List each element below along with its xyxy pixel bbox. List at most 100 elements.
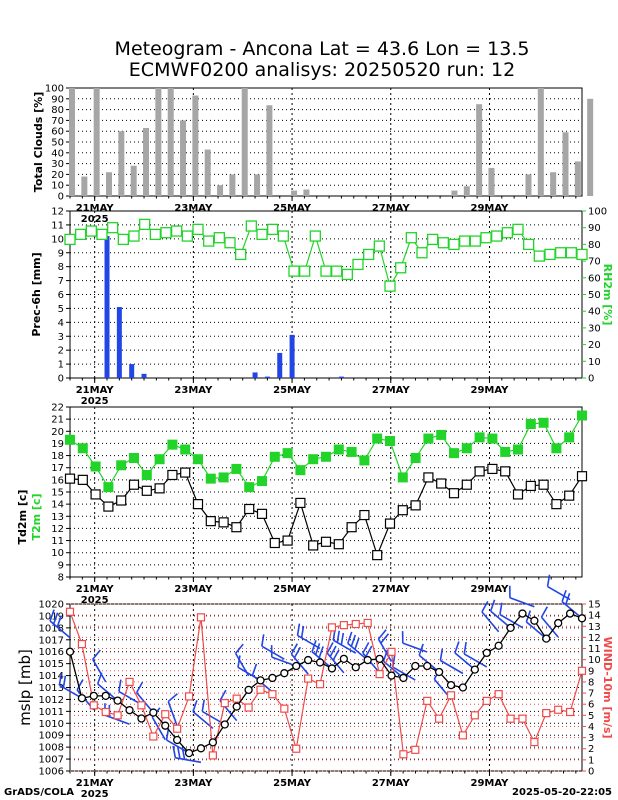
wind-barb-feather	[336, 630, 341, 643]
wind-barb-feather	[499, 602, 503, 615]
wind-barb-feather	[176, 746, 181, 759]
wind-speed-marker	[482, 696, 491, 705]
rh-ytick-right-label: 40	[588, 307, 601, 318]
temp-ytick-label: 19	[51, 439, 64, 450]
wind-speed-marker	[399, 750, 408, 759]
clouds-year-label: 2025	[81, 214, 109, 225]
td2m-marker	[372, 550, 383, 561]
wind-barb-feather	[293, 646, 301, 659]
mslp-marker	[173, 735, 182, 745]
mslp-marker	[434, 667, 444, 677]
press-ytick-label: 1008	[39, 743, 64, 754]
rh-marker	[85, 225, 97, 237]
wind-ytick-right-label: 11	[588, 644, 601, 655]
wind-barb-feather	[525, 610, 532, 623]
precip-ytick-label: 4	[58, 318, 64, 329]
rh-marker	[448, 238, 460, 251]
t2m-marker	[333, 444, 344, 455]
wind-ytick-right-label: 6	[588, 700, 594, 711]
wind-barb-feather	[365, 645, 373, 657]
wind-barb-staff	[540, 616, 559, 638]
rh-marker	[501, 227, 513, 239]
wind-barb-staff	[402, 642, 428, 653]
rh-marker	[64, 233, 76, 246]
wind-speed-marker	[542, 709, 551, 718]
wind-barb-feather	[454, 641, 460, 654]
wind-speed-marker	[363, 618, 372, 628]
mslp-marker	[101, 691, 110, 700]
rh-ytick-right-label: 90	[588, 223, 601, 234]
mslp-marker	[565, 609, 575, 618]
cloud-bar	[155, 88, 162, 196]
td2m-marker	[333, 539, 344, 550]
td2m-marker	[538, 479, 549, 490]
wind-speed-marker	[494, 690, 503, 699]
precip-ytick-label: 0	[58, 374, 64, 385]
wind-barb-feather	[92, 649, 101, 660]
rh-marker	[139, 218, 151, 231]
clouds-ylabel: Total Clouds [%]	[32, 92, 45, 192]
mslp-line	[69, 612, 583, 754]
t2m-marker	[205, 473, 216, 484]
rh-marker	[491, 230, 503, 242]
wind-barb-feather	[564, 593, 571, 605]
wind-barb-feather	[290, 643, 298, 655]
cloud-bar	[81, 176, 88, 196]
wind-speed-marker	[351, 619, 360, 629]
rh-marker	[523, 238, 535, 251]
wind-barb-feather	[96, 672, 103, 685]
t2m-marker	[90, 461, 101, 472]
wind-barb-feather	[380, 633, 390, 644]
rh-ytick-right-label: 100	[588, 207, 607, 218]
precip-ytick-label: 9	[58, 248, 64, 259]
mslp-marker	[577, 614, 587, 623]
cloud-bar	[488, 167, 495, 196]
rh-marker	[405, 232, 417, 244]
press-xtick-label: 23MAY	[174, 778, 213, 789]
temp-ytick-label: 15	[51, 488, 64, 499]
temp-ytick-label: 9	[58, 560, 64, 571]
cloud-bar	[93, 88, 100, 196]
td2m-marker	[461, 479, 472, 490]
wind-speed-marker	[315, 680, 325, 689]
temp-ytick-label: 8	[58, 573, 64, 584]
mslp-marker	[244, 685, 253, 695]
wind-speed-marker	[446, 691, 456, 700]
td2m-marker	[500, 466, 511, 477]
wind-barb-feather	[49, 609, 55, 622]
t2m-marker	[154, 454, 165, 465]
wind-barb-feather	[340, 632, 345, 646]
mslp-marker	[89, 691, 98, 700]
rh-marker	[331, 265, 343, 277]
temp-ytick-label: 18	[51, 451, 64, 462]
precip-ytick-label: 6	[58, 290, 64, 301]
wind-speed-marker	[387, 647, 396, 656]
t2m-marker	[359, 455, 370, 466]
cloud-bar	[204, 149, 211, 196]
wind-barb-feather	[382, 649, 389, 662]
precip-bar	[264, 376, 270, 378]
wind-barb-feather	[489, 599, 496, 612]
precip-ytick-label: 8	[58, 262, 64, 273]
wind-barb-feather	[167, 693, 178, 703]
rh-marker	[363, 248, 375, 261]
t2m-marker	[141, 470, 152, 480]
wind-barb-staff	[166, 739, 190, 754]
wind-barb-feather	[237, 655, 241, 668]
mslp-ylabel: mslp [mb]	[16, 649, 34, 726]
rh-marker	[277, 230, 289, 242]
wind-speed-marker	[173, 724, 182, 733]
wind-barb-feather	[219, 689, 227, 702]
wind-barb-staff	[192, 711, 214, 729]
wind-barb-feather	[62, 675, 67, 688]
mslp-marker	[280, 669, 289, 678]
wind-barb-feather	[318, 646, 324, 658]
wind-speed-marker	[304, 674, 313, 683]
wind-barb-feather	[418, 643, 424, 656]
rh-marker	[128, 230, 140, 242]
td2m-marker	[256, 508, 268, 519]
panel-pressure-wind: 1006100710081009101010111012101310141015…	[16, 574, 614, 800]
td2m-marker	[269, 537, 280, 549]
rh-ytick-right-label: 60	[588, 273, 601, 284]
